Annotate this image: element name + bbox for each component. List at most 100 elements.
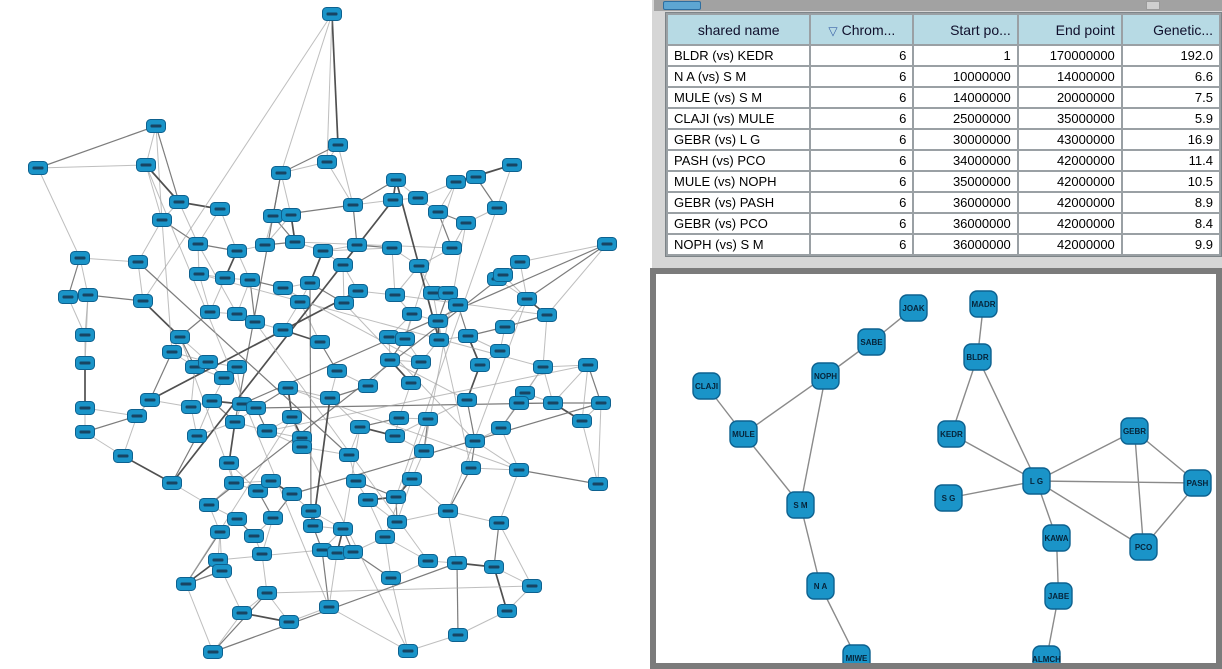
table-cell[interactable]: GEBR (vs) L G	[668, 130, 810, 149]
network-edge[interactable]	[498, 522, 533, 587]
network-node-mule[interactable]: MULE	[729, 420, 758, 448]
table-cell[interactable]: 6.6	[1122, 67, 1219, 86]
network-node[interactable]	[212, 564, 232, 578]
network-edge[interactable]	[951, 433, 1037, 482]
network-edge[interactable]	[498, 469, 520, 524]
network-node[interactable]	[152, 213, 172, 227]
network-node[interactable]	[75, 328, 95, 342]
network-node[interactable]	[395, 332, 415, 346]
network-node[interactable]	[320, 391, 340, 405]
table-cell[interactable]: 8.4	[1122, 214, 1219, 233]
network-node[interactable]	[113, 449, 133, 463]
table-cell[interactable]: 192.0	[1122, 46, 1219, 65]
network-edge[interactable]	[581, 420, 599, 485]
network-node[interactable]	[343, 198, 363, 212]
network-node[interactable]	[181, 400, 201, 414]
network-node[interactable]	[358, 379, 378, 393]
network-edge[interactable]	[389, 359, 468, 401]
network-edge[interactable]	[331, 13, 339, 146]
network-node-bldr[interactable]: BLDR	[963, 343, 992, 371]
column-header-chrom[interactable]: ▽ Chrom...	[811, 15, 913, 44]
column-header-genetic[interactable]: Genetic...	[1122, 15, 1219, 44]
table-cell[interactable]: BLDR (vs) KEDR	[668, 46, 810, 65]
network-node[interactable]	[389, 411, 409, 425]
network-node[interactable]	[327, 364, 347, 378]
network-node[interactable]	[418, 412, 438, 426]
panel-tab-icon[interactable]	[663, 1, 701, 10]
network-node[interactable]	[456, 216, 476, 230]
table-cell[interactable]: 30000000	[914, 130, 1017, 149]
network-node[interactable]	[244, 529, 264, 543]
scroll-box-icon[interactable]	[1146, 1, 1160, 10]
table-cell[interactable]: GEBR (vs) PCO	[668, 214, 810, 233]
table-row[interactable]: PASH (vs) PCO 6 34000000 42000000 11.4	[668, 151, 1219, 170]
network-edge[interactable]	[493, 566, 508, 612]
network-node[interactable]	[381, 571, 401, 585]
table-row[interactable]: MULE (vs) S M 6 14000000 20000000 7.5	[668, 88, 1219, 107]
network-node[interactable]	[70, 251, 90, 265]
network-node[interactable]	[271, 166, 291, 180]
network-node[interactable]	[136, 158, 156, 172]
network-node[interactable]	[383, 193, 403, 207]
network-node[interactable]	[246, 401, 266, 415]
network-node[interactable]	[257, 424, 277, 438]
table-cell[interactable]: MULE (vs) S M	[668, 88, 810, 107]
table-row[interactable]: BLDR (vs) KEDR 6 1 170000000 192.0	[668, 46, 1219, 65]
network-node[interactable]	[490, 344, 510, 358]
table-cell[interactable]: 42000000	[1018, 214, 1121, 233]
network-edge[interactable]	[526, 243, 608, 300]
network-edge[interactable]	[343, 302, 476, 442]
network-node[interactable]	[198, 355, 218, 369]
filter-icon[interactable]: ▽	[828, 23, 838, 38]
network-node-joak[interactable]: JOAK	[899, 294, 928, 322]
overview-network-canvas[interactable]	[0, 0, 655, 669]
network-node-gebr[interactable]: GEBR	[1120, 417, 1149, 445]
network-edge[interactable]	[280, 13, 333, 174]
network-node[interactable]	[227, 360, 247, 374]
network-edge[interactable]	[493, 522, 500, 568]
network-node[interactable]	[398, 644, 418, 658]
network-edge[interactable]	[1133, 430, 1145, 548]
table-cell[interactable]: 6	[811, 109, 913, 128]
network-node[interactable]	[387, 515, 407, 529]
network-edge[interactable]	[447, 467, 472, 512]
network-edge[interactable]	[241, 243, 608, 405]
network-node[interactable]	[281, 208, 301, 222]
network-node[interactable]	[282, 487, 302, 501]
network-edge[interactable]	[546, 243, 608, 316]
network-edge[interactable]	[743, 375, 826, 435]
network-edge[interactable]	[395, 207, 498, 498]
network-node[interactable]	[225, 415, 245, 429]
table-cell[interactable]: 42000000	[1018, 193, 1121, 212]
network-node[interactable]	[348, 284, 368, 298]
table-cell[interactable]: 10000000	[914, 67, 1017, 86]
table-cell[interactable]: 10.5	[1122, 172, 1219, 191]
network-node[interactable]	[438, 286, 458, 300]
network-node[interactable]	[328, 138, 348, 152]
network-edge[interactable]	[542, 314, 548, 368]
network-node[interactable]	[333, 522, 353, 536]
network-node-claji[interactable]: CLAJI	[692, 372, 721, 400]
table-cell[interactable]: 6	[811, 235, 913, 254]
network-edge[interactable]	[948, 480, 1037, 499]
network-node[interactable]	[128, 255, 148, 269]
table-row[interactable]: GEBR (vs) PASH 6 36000000 42000000 8.9	[668, 193, 1219, 212]
network-edge[interactable]	[155, 125, 163, 221]
network-node[interactable]	[255, 238, 275, 252]
network-edge[interactable]	[149, 351, 173, 401]
network-node[interactable]	[578, 358, 598, 372]
table-cell[interactable]: 9.9	[1122, 235, 1219, 254]
network-edge[interactable]	[1036, 430, 1135, 482]
network-node[interactable]	[78, 288, 98, 302]
network-node[interactable]	[176, 577, 196, 591]
network-node[interactable]	[334, 296, 354, 310]
table-cell[interactable]: 6	[811, 193, 913, 212]
network-node[interactable]	[245, 315, 265, 329]
network-edge[interactable]	[326, 161, 354, 206]
table-cell[interactable]: 6	[811, 88, 913, 107]
network-edge[interactable]	[145, 164, 163, 221]
network-node[interactable]	[409, 259, 429, 273]
network-node[interactable]	[133, 294, 153, 308]
table-cell[interactable]: 170000000	[1018, 46, 1121, 65]
table-cell[interactable]: 36000000	[914, 235, 1017, 254]
